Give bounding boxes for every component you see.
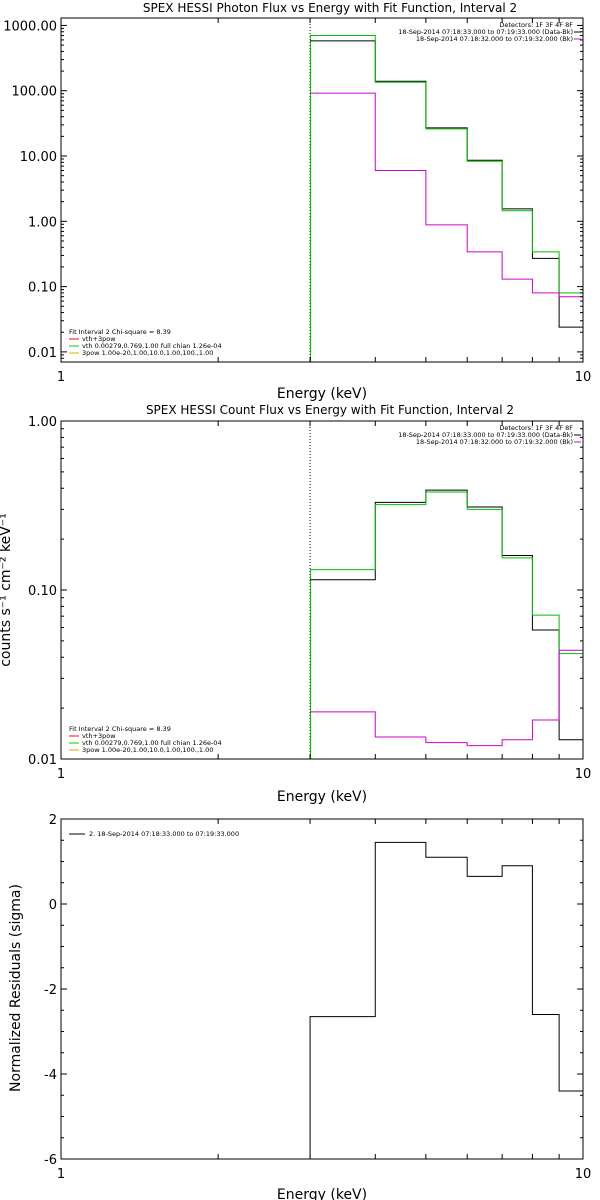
- y-tick-label: 1.00: [28, 215, 57, 230]
- y-tick-label: 0.10: [28, 584, 57, 599]
- x-tick-label: 1: [57, 1167, 65, 1182]
- legend-top-line: 18-Sep-2014 07:18:33.000 to 07:19:33.000…: [398, 431, 573, 439]
- series-step-vth-3pow: [310, 491, 583, 655]
- count-chart-title: SPEX HESSI Count Flux vs Energy with Fit…: [146, 403, 514, 417]
- y-tick-label: 0.10: [28, 281, 57, 296]
- x-tick-label: 10: [575, 370, 592, 385]
- series-step-bk: [310, 92, 583, 298]
- photon-plot-frame: [60, 17, 584, 363]
- legend-fit-item: 3pow 1.00e-20,1.00,10.0,1.00,100.,1.00: [82, 349, 213, 357]
- photon-ticks: 1000.00 100.00 10.00 1.00 0.10 0.011 10: [3, 18, 591, 385]
- x-tick-label: 1: [57, 370, 65, 385]
- y-tick-label: 100.00: [12, 85, 58, 100]
- count-x-axis-label: Energy (keV): [277, 789, 367, 805]
- photon-flux-panel: SPEX HESSI Photon Flux vs Energy with Fi…: [3, 1, 591, 402]
- y-tick-label: 1.00: [28, 415, 57, 430]
- legend-top-line: 18-Sep-2014 07:18:33.000 to 07:19:33.000…: [398, 28, 573, 36]
- y-tick-label: 0.01: [28, 753, 57, 768]
- y-tick-label: -4: [44, 1068, 57, 1083]
- legend-fit-item: vth+3pow: [82, 335, 116, 343]
- series-step-vth-3pow: [310, 35, 583, 294]
- legend-top-line: Detectors: 1F 3F 4F 8F: [499, 21, 573, 29]
- legend-top-line: 18-Sep-2014 07:18:32.000 to 07:19:32.000…: [416, 438, 573, 446]
- x-tick-label: 10: [575, 767, 592, 782]
- legend-top-line: 18-Sep-2014 07:18:32.000 to 07:19:32.000…: [416, 35, 573, 43]
- photon-marks: [309, 18, 583, 362]
- series-step-data-bk: [310, 489, 583, 741]
- legend-fit-item: vth 0.00279,0.769,1.00 full chian 1.26e-…: [82, 342, 222, 350]
- photon-chart-title: SPEX HESSI Photon Flux vs Energy with Fi…: [143, 1, 517, 15]
- count-ticks: 1.00 0.10 0.011 10: [28, 415, 591, 782]
- legend-fit-title: Fit Interval 2 Chi-square = 8.39: [69, 328, 171, 336]
- series-step-data-bk: [310, 40, 583, 328]
- legend-interval-text: 2. 18-Sep-2014 07:18:33.000 to 07:19:33.…: [89, 830, 239, 838]
- count-plot-frame: [60, 420, 584, 760]
- y-tick-label: -6: [44, 1153, 57, 1168]
- photon-legend-bottom: Fit Interval 2 Chi-square = 8.39vth+3pow…: [69, 328, 222, 357]
- y-tick-label: 1000.00: [3, 19, 57, 34]
- y-tick-label: 10.00: [20, 150, 57, 165]
- residual-ticks: 2 0 -2 -4 -61 10: [44, 813, 591, 1182]
- y-tick-label: 2: [49, 813, 57, 828]
- photon-x-axis-label: Energy (keV): [277, 386, 367, 402]
- count-legend-bottom: Fit Interval 2 Chi-square = 8.39vth+3pow…: [69, 725, 222, 754]
- count-y-axis-label: counts s⁻¹ cm⁻² keV⁻¹: [0, 513, 14, 667]
- x-tick-label: 1: [57, 767, 65, 782]
- residuals-panel: 2 0 -2 -4 -61 10 Energy (keV) Normalized Resi…: [8, 813, 591, 1200]
- residual-x-axis-label: Energy (keV): [277, 1187, 367, 1200]
- legend-fit-item: 3pow 1.00e-20,1.00,10.0,1.00,100.,1.00: [82, 746, 213, 754]
- legend-fit-title: Fit Interval 2 Chi-square = 8.39: [69, 725, 171, 733]
- residual-legend-top: 2. 18-Sep-2014 07:18:33.000 to 07:19:33.…: [69, 830, 239, 838]
- legend-fit-item: vth+3pow: [82, 732, 116, 740]
- count-flux-panel: SPEX HESSI Count Flux vs Energy with Fit…: [0, 403, 591, 805]
- series-step-residuals: [309, 841, 583, 1159]
- series-step-bk: [310, 649, 583, 747]
- x-tick-label: 10: [575, 1167, 592, 1182]
- residual-y-axis-label: Normalized Residuals (sigma): [8, 884, 24, 1092]
- residual-plot-frame: [60, 818, 584, 1160]
- legend-top-line: Detectors: 1F 3F 4F 8F: [499, 424, 573, 432]
- legend-fit-item: vth 0.00279,0.769,1.00 full chian 1.26e-…: [82, 739, 222, 747]
- y-tick-label: -2: [44, 983, 57, 998]
- residual-marks: [309, 841, 583, 1159]
- y-tick-label: 0.01: [28, 346, 57, 361]
- y-tick-label: 0: [49, 898, 57, 913]
- count-marks: [309, 421, 583, 759]
